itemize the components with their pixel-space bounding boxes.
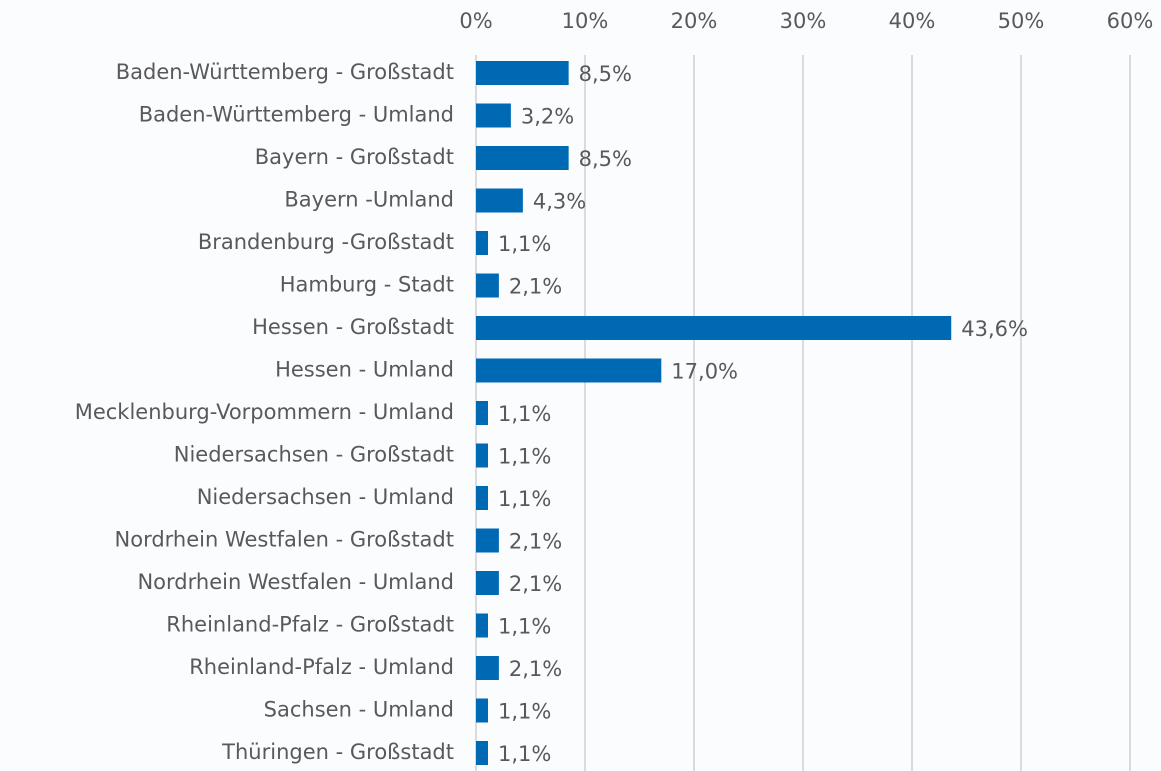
category-label: Mecklenburg-Vorpommern - Umland — [75, 400, 454, 424]
category-label: Rheinland-Pfalz - Großstadt — [166, 613, 454, 637]
bar — [476, 316, 952, 340]
category-label: Sachsen - Umland — [264, 698, 454, 722]
x-tick-label: 40% — [889, 9, 936, 33]
category-label: Thüringen - Großstadt — [221, 740, 454, 764]
category-label: Bayern - Großstadt — [255, 145, 454, 169]
value-label: 2,1% — [509, 275, 562, 299]
x-tick-label: 0% — [459, 9, 492, 33]
value-label: 8,5% — [579, 147, 632, 171]
value-label: 1,1% — [498, 700, 551, 724]
category-label: Hessen - Umland — [275, 358, 454, 382]
value-label: 2,1% — [509, 530, 562, 554]
value-label: 17,0% — [671, 360, 738, 384]
x-tick-label: 30% — [780, 9, 827, 33]
bar — [476, 656, 499, 680]
category-label: Rheinland-Pfalz - Umland — [189, 655, 454, 679]
bar — [476, 61, 569, 85]
value-label: 1,1% — [498, 742, 551, 766]
value-label: 1,1% — [498, 402, 551, 426]
bar — [476, 103, 511, 128]
value-label: 1,1% — [498, 487, 551, 511]
category-label: Nordrhein Westfalen - Großstadt — [115, 528, 454, 552]
value-label: 43,6% — [961, 317, 1028, 341]
category-label: Bayern -Umland — [284, 188, 454, 212]
x-tick-label: 60% — [1107, 9, 1154, 33]
bar — [476, 146, 569, 170]
category-label: Niedersachsen - Großstadt — [174, 443, 454, 467]
bar — [476, 401, 488, 425]
bar — [476, 613, 488, 638]
value-label: 2,1% — [509, 572, 562, 596]
bar — [476, 741, 488, 765]
bar — [476, 231, 488, 255]
bar — [476, 528, 499, 553]
value-label: 1,1% — [498, 232, 551, 256]
category-label: Hessen - Großstadt — [252, 315, 454, 339]
value-label: 8,5% — [579, 62, 632, 86]
bar — [476, 443, 488, 468]
value-label: 4,3% — [533, 190, 586, 214]
category-label: Hamburg - Stadt — [280, 273, 454, 297]
category-label: Niedersachsen - Umland — [197, 485, 454, 509]
bar — [476, 486, 488, 510]
category-label: Brandenburg -Großstadt — [198, 230, 454, 254]
bar — [476, 273, 499, 298]
x-tick-label: 50% — [998, 9, 1045, 33]
bar — [476, 358, 662, 383]
x-tick-label: 10% — [562, 9, 609, 33]
value-label: 1,1% — [498, 615, 551, 639]
bar — [476, 188, 523, 213]
category-label: Baden-Württemberg - Großstadt — [116, 60, 454, 84]
value-label: 3,2% — [521, 105, 574, 129]
bar — [476, 698, 488, 723]
category-label: Baden-Württemberg - Umland — [139, 103, 454, 127]
value-label: 2,1% — [509, 657, 562, 681]
category-label: Nordrhein Westfalen - Umland — [137, 570, 454, 594]
value-label: 1,1% — [498, 445, 551, 469]
x-tick-label: 20% — [671, 9, 718, 33]
bar — [476, 571, 499, 595]
